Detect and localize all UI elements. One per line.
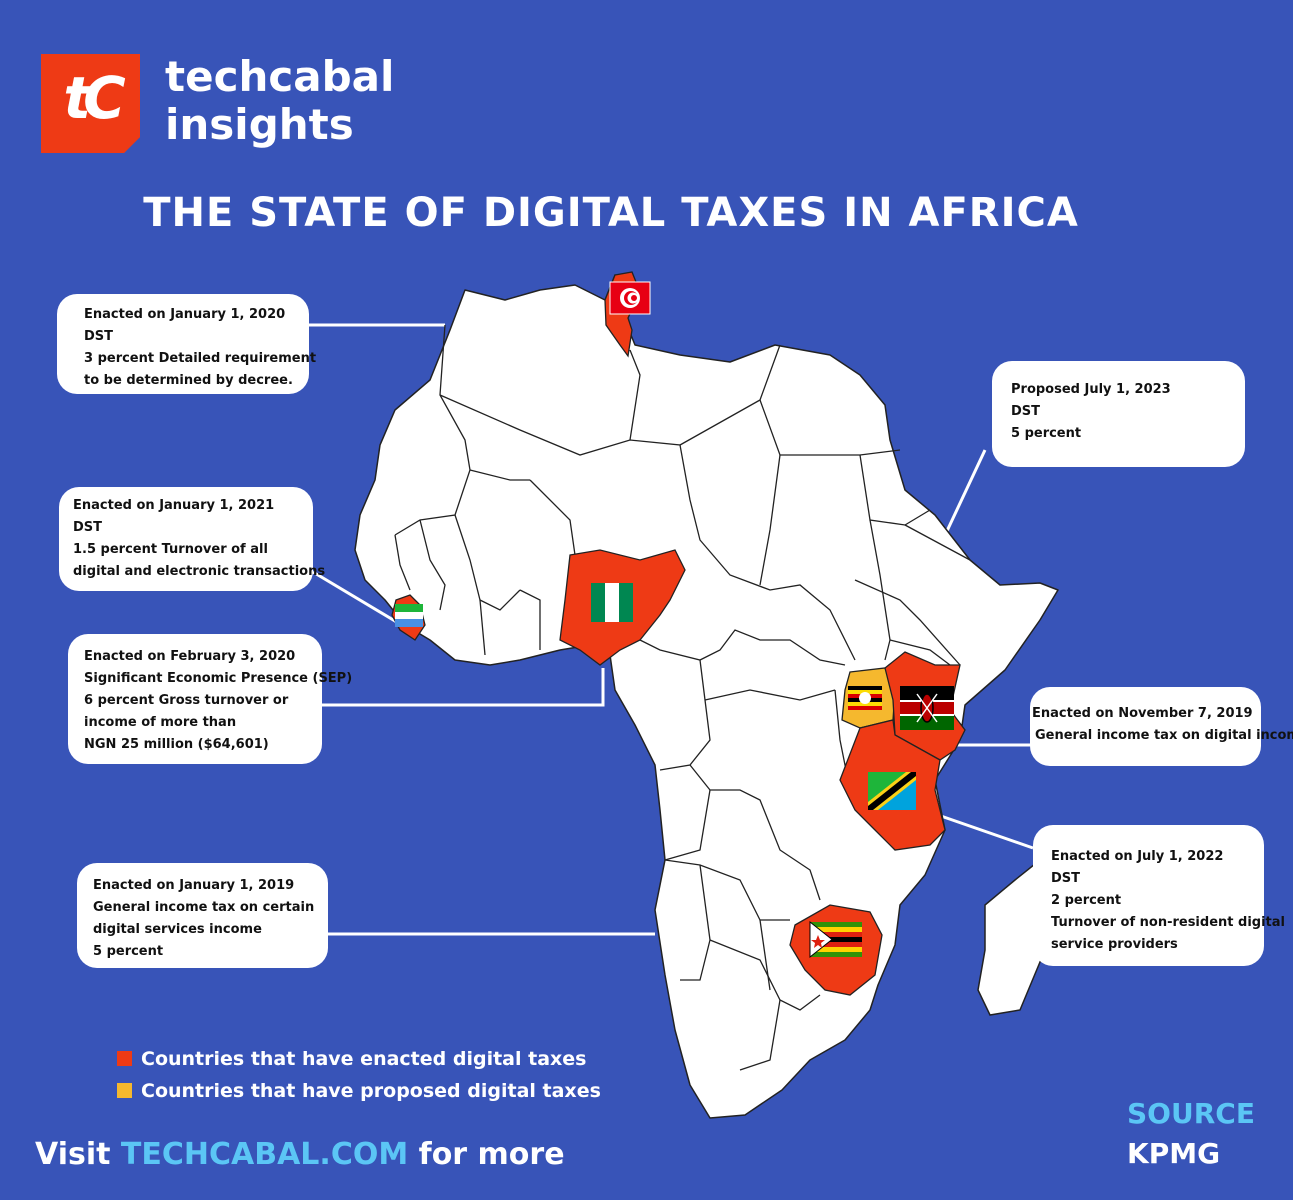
callout-tanzania-line: Turnover of non-resident digital (1051, 915, 1285, 930)
sierra-leone-flag-icon (395, 604, 423, 627)
legend-enacted: Countries that have enacted digital taxe… (117, 1048, 586, 1070)
callout-tanzania-line: Enacted on July 1, 2022 (1051, 849, 1224, 864)
callout-tanzania: Enacted on July 1, 2022 DST 2 percent Tu… (1033, 825, 1285, 966)
footer-cta: Visit TECHCABAL.COM for more (35, 1137, 565, 1172)
callout-sierra-leone: Enacted on January 1, 2021 DST 1.5 perce… (59, 487, 326, 591)
page-title: THE STATE OF DIGITAL TAXES IN AFRICA (143, 190, 1079, 236)
legend-proposed: Countries that have proposed digital tax… (117, 1080, 601, 1102)
callout-uganda: Proposed July 1, 2023 DST 5 percent (992, 361, 1245, 467)
callout-tunisia-line: 3 percent Detailed requirement (84, 351, 317, 366)
africa-continent (354, 274, 1059, 1119)
footer-link[interactable]: TECHCABAL.COM (120, 1137, 409, 1172)
footer-suffix: for more (408, 1137, 565, 1172)
callout-sierra-leone-line: DST (73, 520, 103, 535)
connector-tanzania (937, 813, 1034, 850)
callout-nigeria-line: Significant Economic Presence (SEP) (84, 671, 353, 686)
kenya-flag-icon (900, 686, 954, 730)
callout-zimbabwe-line: General income tax on certain (93, 900, 315, 915)
connector-nigeria (322, 668, 605, 707)
callout-tunisia-line: DST (84, 329, 114, 344)
callout-zimbabwe-line: Enacted on January 1, 2019 (93, 878, 295, 893)
callout-tanzania-line: service providers (1051, 937, 1178, 952)
callout-zimbabwe-line: 5 percent (93, 944, 164, 959)
footer-prefix: Visit (35, 1137, 121, 1172)
callout-uganda-line: Proposed July 1, 2023 (1011, 382, 1171, 397)
brand-name: techcabal (165, 52, 395, 101)
source-value: KPMG (1127, 1137, 1221, 1170)
callout-zimbabwe: Enacted on January 1, 2019 General incom… (77, 863, 328, 968)
callout-sierra-leone-line: 1.5 percent Turnover of all (73, 542, 268, 557)
callout-nigeria-line: Enacted on February 3, 2020 (84, 649, 296, 664)
legend-enacted-label: Countries that have enacted digital taxe… (141, 1048, 587, 1070)
tanzania-flag-icon (868, 772, 916, 810)
nigeria-flag-icon (591, 583, 633, 622)
tunisia-flag-icon (609, 281, 651, 315)
callout-connectors (309, 323, 1034, 936)
source-label: SOURCE (1127, 1097, 1255, 1130)
callout-uganda-line: DST (1011, 404, 1041, 419)
country-borders (394, 324, 971, 1071)
callout-uganda-line: 5 percent (1011, 426, 1082, 441)
callout-nigeria: Enacted on February 3, 2020 Significant … (68, 634, 353, 764)
callout-kenya: Enacted on November 7, 2019 General inco… (1030, 687, 1293, 766)
callout-sierra-leone-line: digital and electronic transactions (73, 564, 326, 579)
zimbabwe-flag-icon (809, 920, 862, 959)
callout-tanzania-line: DST (1051, 871, 1081, 886)
callout-zimbabwe-line: digital services income (93, 922, 262, 937)
legend-proposed-swatch (117, 1083, 132, 1098)
callout-tanzania-line: 2 percent (1051, 893, 1122, 908)
connector-sierra-leone (312, 570, 411, 632)
callout-tunisia-line: to be determined by decree. (84, 373, 293, 388)
callout-sierra-leone-line: Enacted on January 1, 2021 (73, 498, 275, 513)
uganda-flag-icon (848, 686, 882, 710)
legend-proposed-label: Countries that have proposed digital tax… (141, 1080, 601, 1102)
legend-enacted-swatch (117, 1051, 132, 1066)
callout-tunisia: Enacted on January 1, 2020 DST 3 percent… (57, 294, 317, 394)
connector-uganda (945, 449, 987, 532)
brand-subtitle: insights (165, 100, 354, 149)
callout-kenya-line: Enacted on November 7, 2019 (1032, 706, 1253, 721)
callout-nigeria-line: income of more than (84, 715, 237, 730)
techcabal-logo: tC (41, 54, 140, 153)
callout-nigeria-line: NGN 25 million ($64,601) (84, 737, 269, 752)
callout-kenya-line: General income tax on digital income (1035, 728, 1293, 743)
logo-mark-text: tC (63, 64, 125, 132)
callout-nigeria-line: 6 percent Gross turnover or (84, 693, 289, 708)
callout-tunisia-line: Enacted on January 1, 2020 (84, 307, 286, 322)
